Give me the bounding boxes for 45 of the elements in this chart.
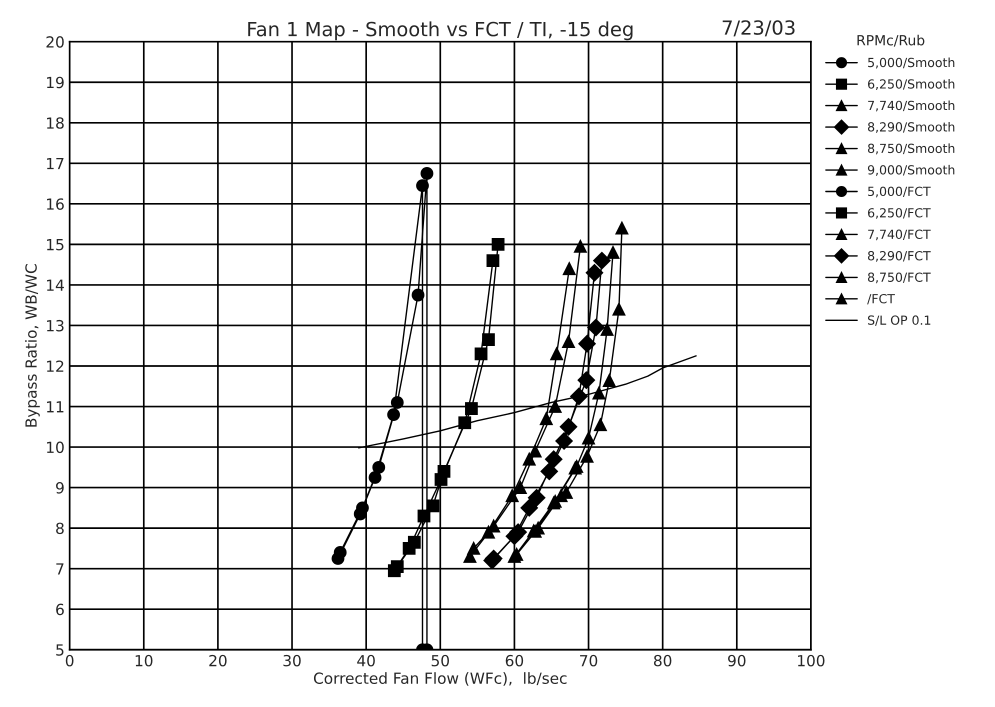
y-tick-label: 8 [56, 522, 64, 534]
legend-label: 5,000/Smooth [868, 58, 954, 68]
legend-label: 7,740/FCT [868, 230, 931, 240]
y-tick-label: 19 [47, 76, 64, 88]
x-tick-label: 60 [506, 654, 524, 666]
x-tick-label: 50 [432, 654, 449, 666]
x-tick-label: 20 [209, 654, 227, 666]
y-tick-label: 10 [47, 442, 64, 454]
y-tick-label: 18 [47, 117, 64, 129]
x-tick-label: 40 [357, 654, 375, 666]
legend-label: 6,250/Smooth [868, 79, 954, 90]
text: 7/23/03 [722, 20, 795, 36]
legend-label: 5,000/FCT [868, 186, 931, 198]
legend-label: 9,000/Smooth [868, 164, 954, 176]
chart-title: Fan 1 Map - Smooth vs FCT / TI, -15 deg [248, 21, 632, 40]
x-tick-label: 0 [66, 654, 74, 666]
x-tick-label: 80 [654, 654, 672, 666]
legend-label: 7,740/Smooth [868, 100, 954, 112]
y-tick-label: 7 [56, 563, 64, 574]
x-tick-label: 90 [728, 654, 746, 666]
legend-label: 6,250/FCT [868, 208, 931, 219]
y-tick-label: 17 [47, 158, 64, 170]
x-tick-label: 10 [136, 654, 152, 666]
x-tick-label: 100 [798, 654, 824, 666]
x-tick-label: 70 [580, 654, 598, 666]
y-tick-label: 14 [47, 280, 64, 291]
x-tick-label: 30 [283, 654, 301, 666]
legend-label: 8,290/FCT [868, 251, 931, 262]
y-axis-title: Bypass Ratio, WB/WC [25, 264, 40, 427]
legend-label: 8,750/Smooth [868, 143, 954, 154]
x-axis-title: Corrected Fan Flow (WFc), lb/sec [314, 672, 567, 686]
y-tick-label: 9 [56, 482, 64, 494]
legend-label: 8,290/Smooth [868, 122, 954, 133]
legend-label: S/L OP 0.1 [868, 315, 930, 326]
legend-label: 8,750/FCT [868, 272, 931, 284]
y-tick-label: 11 [47, 401, 64, 412]
y-tick-label: 6 [56, 604, 64, 616]
legend-label: /FCT [867, 294, 895, 304]
y-tick-label: 5 [56, 644, 64, 656]
legend-title: RPMc/Rub [858, 34, 924, 47]
y-tick-label: 13 [47, 320, 64, 332]
y-tick-label: 12 [47, 360, 64, 372]
y-tick-label: 16 [47, 198, 64, 210]
y-tick-label: 15 [47, 239, 64, 250]
y-tick-label: 20 [46, 36, 64, 48]
